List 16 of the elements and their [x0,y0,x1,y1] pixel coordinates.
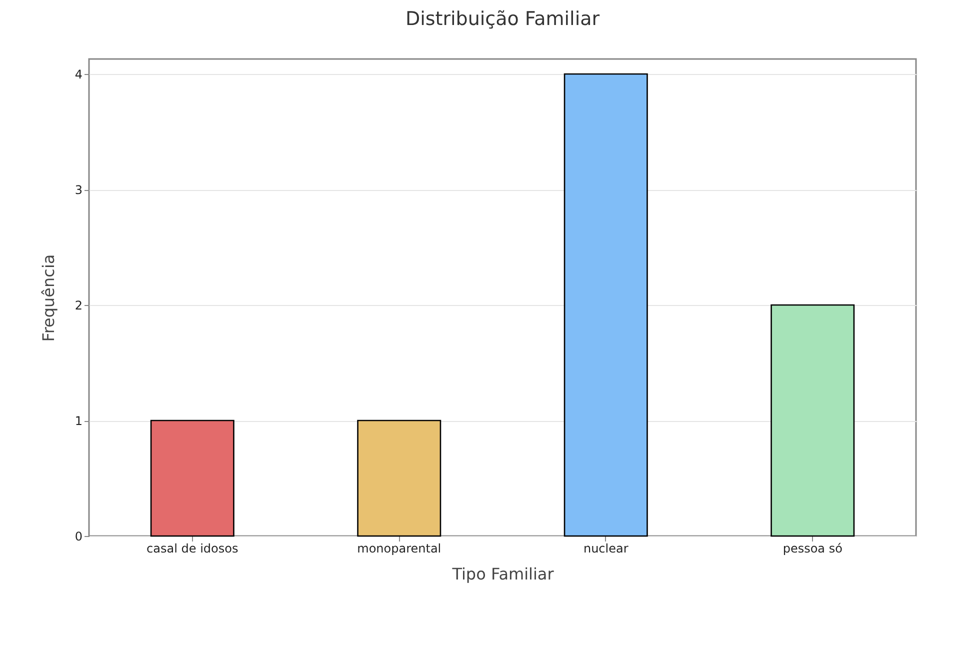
y-tick-label: 0 [74,530,82,544]
bar [770,304,855,537]
x-tick-label: nuclear [583,542,628,556]
x-axis-title: Tipo Familiar [451,564,554,584]
bar [150,420,234,537]
bar [564,73,648,537]
y-tick-label: 2 [74,298,82,313]
y-tick-label: 1 [74,414,82,428]
chart-title: Distribuição Familiar [405,8,600,30]
x-tick-label: monoparental [357,542,442,556]
y-tick-label: 4 [74,68,82,82]
x-tick-label: pessoa só [782,542,842,556]
y-tick-label: 3 [74,183,82,198]
x-tick-label: casal de idosos [146,542,238,556]
y-axis-title: Frequência [38,254,58,342]
bar [357,420,442,537]
